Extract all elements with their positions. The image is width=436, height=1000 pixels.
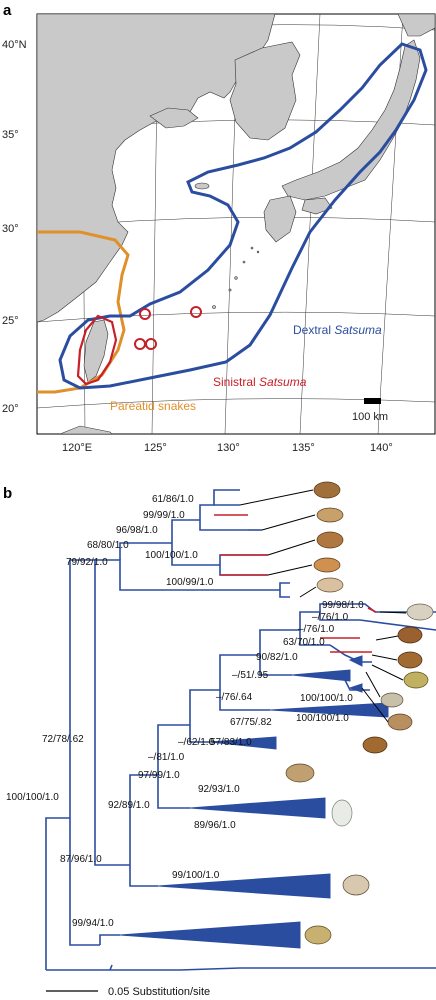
svg-text:25°: 25° <box>2 315 19 327</box>
dextral-range <box>58 42 428 390</box>
svg-text:92/93/1.0: 92/93/1.0 <box>198 784 240 795</box>
svg-text:99/98/1.0: 99/98/1.0 <box>322 600 364 611</box>
svg-text:96/98/1.0: 96/98/1.0 <box>116 525 158 536</box>
svg-text:57/83/1.0: 57/83/1.0 <box>210 737 252 748</box>
svg-text:–/51/.95: –/51/.95 <box>232 670 269 681</box>
svg-text:92/89/1.0: 92/89/1.0 <box>108 800 150 811</box>
japan-kyushu <box>263 195 297 243</box>
svg-text:125°: 125° <box>144 442 167 454</box>
legend-snakes: Pareatid snakes <box>110 399 196 413</box>
svg-text:120°E: 120°E <box>62 442 92 454</box>
svg-text:–/62/1.0: –/62/1.0 <box>178 737 215 748</box>
tree-scale-label: 0.05 Substitution/site <box>108 986 210 998</box>
sinistral-island-markers <box>134 306 202 350</box>
svg-text:–/76/.64: –/76/.64 <box>216 692 253 703</box>
svg-text:89/96/1.0: 89/96/1.0 <box>194 820 236 831</box>
svg-text:99/94/1.0: 99/94/1.0 <box>72 918 114 929</box>
latitude-labels: 40°N 35° 30° 25° 20° <box>2 39 27 415</box>
map-scale-label: 100 km <box>352 411 388 423</box>
svg-text:–/76/1.0: –/76/1.0 <box>298 624 335 635</box>
svg-text:99/100/1.0: 99/100/1.0 <box>172 870 220 881</box>
svg-text:100/100/1.0: 100/100/1.0 <box>296 713 349 724</box>
shell-icons <box>285 481 434 945</box>
jeju-island <box>194 182 210 190</box>
svg-text:72/78/.62: 72/78/.62 <box>42 734 84 745</box>
phylogeny-tree <box>45 489 436 971</box>
support-labels: 61/86/1.0 99/99/1.0 96/98/1.0 68/80/1.0 … <box>6 494 364 929</box>
svg-text:130°: 130° <box>217 442 240 454</box>
svg-text:61/86/1.0: 61/86/1.0 <box>152 494 194 505</box>
svg-text:40°N: 40°N <box>2 39 27 51</box>
legend-dextral: Dextral Satsuma <box>293 323 382 337</box>
panel-b-label: b <box>3 485 12 502</box>
sinistral-taiwan-range <box>76 314 118 386</box>
luzon-land <box>59 425 113 434</box>
svg-text:68/80/1.0: 68/80/1.0 <box>87 540 129 551</box>
svg-text:63/70/1.0: 63/70/1.0 <box>283 637 325 648</box>
svg-text:35°: 35° <box>2 129 19 141</box>
svg-text:100/100/1.0: 100/100/1.0 <box>6 792 59 803</box>
ryukyu-islets <box>212 246 260 309</box>
collapsed-clades <box>119 655 389 949</box>
svg-text:90/82/1.0: 90/82/1.0 <box>256 652 298 663</box>
svg-text:67/75/.82: 67/75/.82 <box>230 717 272 728</box>
japan-shikoku <box>301 197 333 215</box>
panel-a-label: a <box>3 2 12 19</box>
japan-hokkaido <box>397 14 435 37</box>
svg-text:97/99/1.0: 97/99/1.0 <box>138 770 180 781</box>
svg-text:140°: 140° <box>370 442 393 454</box>
map-scale-bar <box>364 398 381 404</box>
svg-text:100/100/1.0: 100/100/1.0 <box>145 550 198 561</box>
svg-text:–/76/1.0: –/76/1.0 <box>312 612 349 623</box>
map-frame: Dextral Satsuma Sinistral Satsuma Pareat… <box>36 13 436 435</box>
mainland-land <box>37 14 276 323</box>
shell-leader-lines <box>239 489 407 723</box>
svg-text:87/96/1.0: 87/96/1.0 <box>60 854 102 865</box>
shandong-land <box>149 107 199 129</box>
svg-text:100/100/1.0: 100/100/1.0 <box>300 693 353 704</box>
svg-text:20°: 20° <box>2 403 19 415</box>
korea-land <box>229 41 301 141</box>
svg-text:100/99/1.0: 100/99/1.0 <box>166 577 214 588</box>
sinistral-branches <box>214 514 377 653</box>
longitude-labels: 120°E 125° 130° 135° 140° <box>62 442 393 454</box>
taiwan-island <box>83 319 109 383</box>
svg-text:30°: 30° <box>2 223 19 235</box>
legend-sinistral: Sinistral Satsuma <box>213 375 307 389</box>
svg-text:79/92/1.0: 79/92/1.0 <box>66 557 108 568</box>
svg-text:–/81/1.0: –/81/1.0 <box>148 752 185 763</box>
svg-text:99/99/1.0: 99/99/1.0 <box>143 510 185 521</box>
svg-text:135°: 135° <box>292 442 315 454</box>
